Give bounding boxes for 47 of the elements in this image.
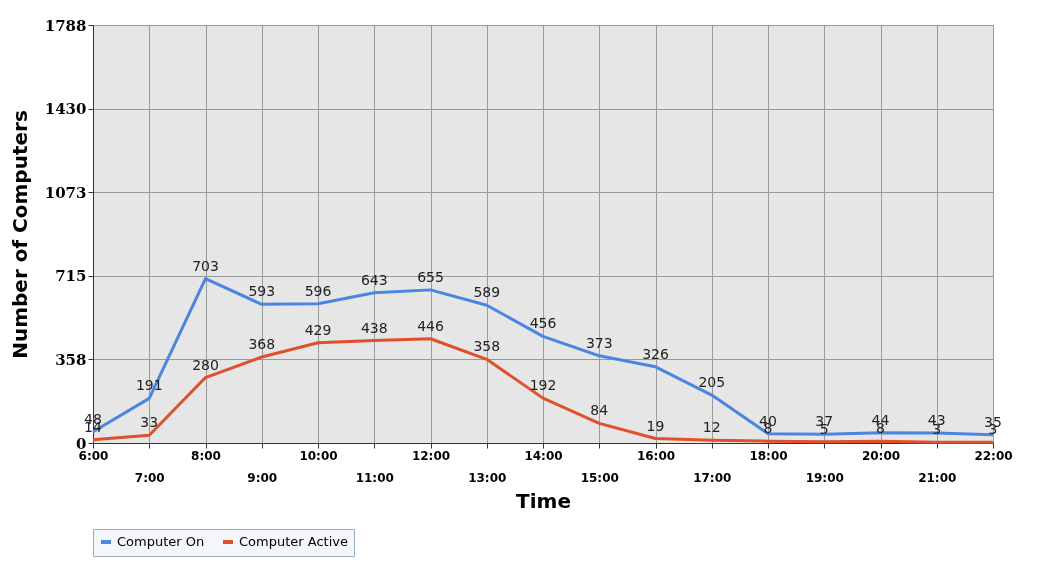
x-tick-label: 6:00 [78, 448, 109, 463]
x-tick-label: 15:00 [580, 470, 619, 485]
data-label: 593 [248, 283, 276, 300]
x-tick-label: 16:00 [636, 448, 676, 463]
x-tick-label: 14:00 [524, 448, 563, 463]
data-label: 33 [140, 414, 159, 431]
y-axis-title: Number of Computers [7, 110, 32, 359]
x-tick-label: 20:00 [861, 448, 901, 463]
x-tick-label: 7:00 [134, 470, 165, 485]
x-tick-label: 21:00 [918, 470, 957, 485]
data-label: 456 [529, 315, 557, 332]
data-label: 703 [192, 257, 219, 274]
x-tick-label: 22:00 [974, 448, 1013, 463]
x-tick-label: 19:00 [805, 470, 844, 485]
x-tick-label: 11:00 [355, 470, 394, 485]
data-label: 596 [304, 282, 332, 299]
data-label: 358 [473, 338, 501, 355]
data-label: 446 [417, 317, 444, 334]
data-label: 373 [585, 334, 613, 351]
x-axis-title: Time [516, 488, 571, 513]
data-label: 205 [698, 374, 726, 391]
data-label: 589 [473, 284, 501, 301]
y-tick-label: 1430 [44, 100, 87, 119]
y-tick-label: 1073 [44, 183, 87, 202]
data-label: 19 [646, 417, 665, 434]
data-label: 429 [304, 321, 332, 338]
x-tick-label: 13:00 [468, 470, 507, 485]
data-label: 326 [642, 345, 669, 362]
y-tick-label: 1788 [44, 16, 87, 35]
data-label: 280 [192, 356, 219, 373]
x-tick-label: 12:00 [411, 448, 451, 463]
legend-label: Computer Active [239, 534, 348, 549]
y-tick-label: 358 [55, 350, 87, 369]
legend-label: Computer On [117, 534, 205, 549]
x-tick-label: 9:00 [247, 470, 278, 485]
data-label: 12 [702, 419, 721, 436]
x-tick-label: 17:00 [693, 470, 732, 485]
data-label: 368 [248, 335, 276, 352]
data-label: 438 [360, 319, 388, 336]
data-label: 192 [529, 377, 557, 394]
data-label: 84 [590, 402, 609, 419]
data-label: 643 [360, 271, 388, 288]
y-tick-label: 715 [55, 267, 87, 286]
x-tick-label: 10:00 [299, 448, 338, 463]
data-label: 655 [417, 268, 444, 285]
x-tick-label: 8:00 [191, 448, 221, 463]
x-tick-label: 18:00 [749, 448, 788, 463]
